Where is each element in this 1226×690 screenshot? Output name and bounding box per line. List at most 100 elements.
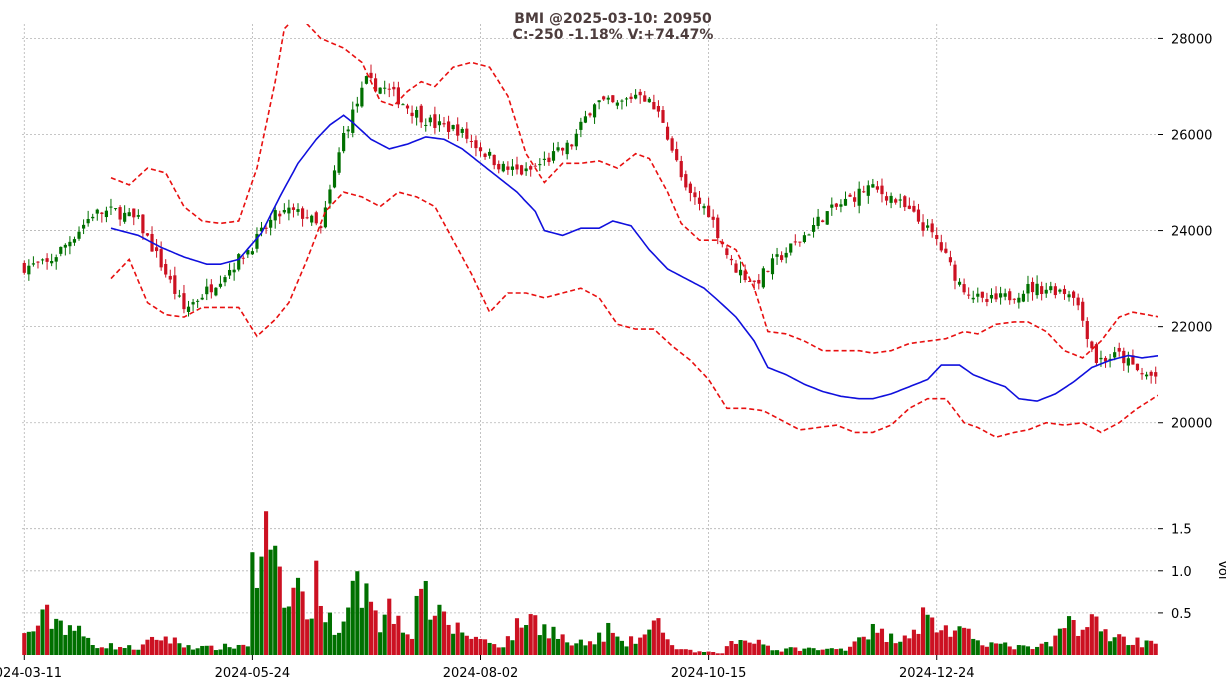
volume-bar [441, 611, 447, 655]
candle-body [994, 293, 998, 300]
candle-body [373, 78, 378, 92]
candle-body [237, 254, 241, 270]
volume-bar [364, 583, 369, 655]
volume-bar [738, 640, 743, 655]
volume-bar [496, 647, 501, 655]
volume-bar [191, 649, 196, 655]
candle-body [45, 258, 49, 262]
candle-body [132, 208, 136, 218]
volume-bar [533, 615, 538, 655]
candle-body [570, 144, 574, 147]
volume-bar [587, 641, 593, 655]
candle-body [437, 121, 442, 126]
candle-body [853, 197, 857, 202]
volume-bar [213, 650, 218, 655]
volume-bar [884, 642, 889, 655]
volume-bar [670, 645, 675, 655]
candle-body [401, 104, 405, 106]
candle-body [857, 188, 861, 206]
candle-body [460, 128, 464, 133]
volume-bar [1108, 641, 1113, 655]
volume-bar [99, 647, 104, 655]
candle-body [752, 280, 756, 282]
date-tick-label: 2024-03-11 [0, 666, 62, 681]
volume-bar [140, 644, 145, 655]
candle-body [770, 258, 775, 275]
volume-bar [1153, 643, 1158, 655]
volume-tick-label: 1.5 [1171, 523, 1192, 538]
candle-body [825, 211, 829, 225]
volume-bar [72, 630, 77, 655]
candle-body [551, 151, 556, 161]
candle-body [410, 112, 414, 117]
candle-body [1103, 357, 1108, 362]
candle-body [1026, 283, 1030, 294]
volume-bar [911, 629, 916, 655]
volume-bar [943, 625, 948, 655]
volume-bar [861, 636, 866, 655]
volume-bar [761, 644, 766, 655]
volume-bar [159, 640, 164, 655]
volume-bar [619, 640, 624, 655]
candle-body [223, 277, 227, 283]
candle-body [501, 163, 505, 172]
chart-subtitle: C:-250 -1.18% V:+74.47% [512, 27, 714, 43]
candle-body [880, 185, 884, 195]
candle-body [323, 207, 327, 228]
candle-body [36, 261, 40, 263]
volume-bar [733, 643, 739, 655]
volume-tick-label: 1.0 [1171, 565, 1192, 580]
volume-bar [318, 605, 323, 655]
candle-body [186, 306, 191, 313]
volume-bar [76, 625, 82, 655]
volume-bar [816, 650, 821, 655]
candle-body [451, 125, 455, 130]
candle-body [597, 100, 601, 103]
candle-body [798, 241, 802, 243]
candle-body [766, 270, 770, 272]
candle-body [478, 147, 483, 152]
volume-bar [145, 639, 150, 655]
volume-bar [834, 649, 839, 655]
volume-bar [455, 622, 460, 655]
candle-body [515, 164, 519, 170]
volume-bar [752, 643, 757, 655]
volume-bar [747, 642, 752, 655]
candle-body [967, 294, 971, 296]
candle-body [807, 234, 811, 236]
candle-body [816, 216, 820, 226]
candle-body [81, 224, 86, 229]
candle-body [716, 217, 720, 239]
candle-body [355, 103, 359, 107]
volume-bar [54, 618, 59, 655]
volume-bar [597, 632, 602, 655]
volume-bar [277, 566, 282, 655]
candle-body [962, 284, 966, 293]
candle-body [976, 293, 980, 297]
volume-bar [829, 648, 834, 655]
volume-bar [565, 642, 570, 655]
candle-body [592, 104, 597, 118]
volume-bar [601, 641, 606, 655]
candle-body [428, 117, 432, 123]
volume-bar [838, 648, 843, 655]
candle-body [305, 217, 309, 219]
candle-body [346, 129, 350, 132]
volume-bar [1085, 627, 1090, 655]
candle-body [50, 260, 54, 264]
volume-bar [975, 640, 980, 655]
candle-body [675, 149, 679, 161]
volume-bar [1089, 614, 1094, 655]
volume-bar [1053, 635, 1058, 655]
volume-bar [382, 614, 387, 655]
volume-bar [1057, 628, 1062, 655]
volume-bar [647, 629, 652, 655]
volume-bar [419, 588, 424, 655]
volume-bar [1007, 646, 1012, 655]
candle-body [743, 270, 747, 281]
volume-bar [227, 647, 232, 655]
volume-bar [428, 619, 433, 655]
candle-body [1108, 358, 1112, 360]
candle-body [360, 87, 364, 107]
